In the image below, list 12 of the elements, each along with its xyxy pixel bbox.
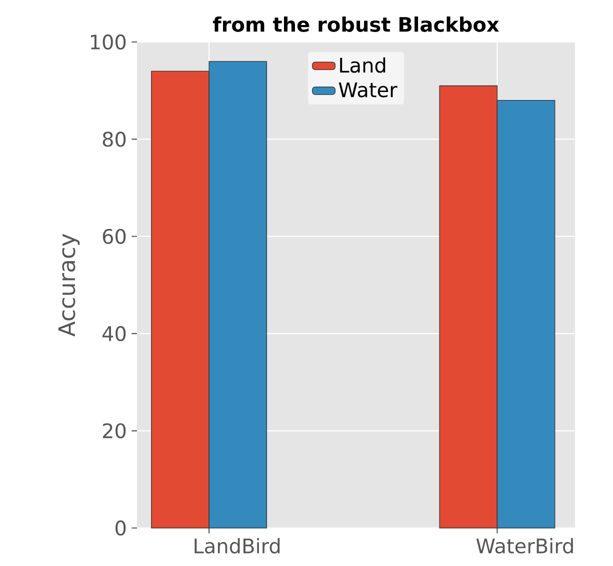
chart-title: from the robust Blackbox: [213, 16, 500, 32]
y-axis-title: Accuracy: [58, 234, 80, 337]
y-tick-label: 60: [102, 228, 126, 244]
legend-label: Land: [340, 57, 386, 73]
y-tick-label: 80: [102, 132, 126, 147]
y-tick-label: 100: [90, 34, 126, 50]
x-tick-label: WaterBird: [476, 538, 573, 554]
x-tick-label: LandBird: [194, 538, 280, 554]
y-tick-label: 20: [102, 423, 126, 438]
y-tick-label: 40: [102, 326, 126, 342]
y-tick-label: 0: [116, 520, 126, 536]
legend-label: Water: [338, 82, 398, 98]
